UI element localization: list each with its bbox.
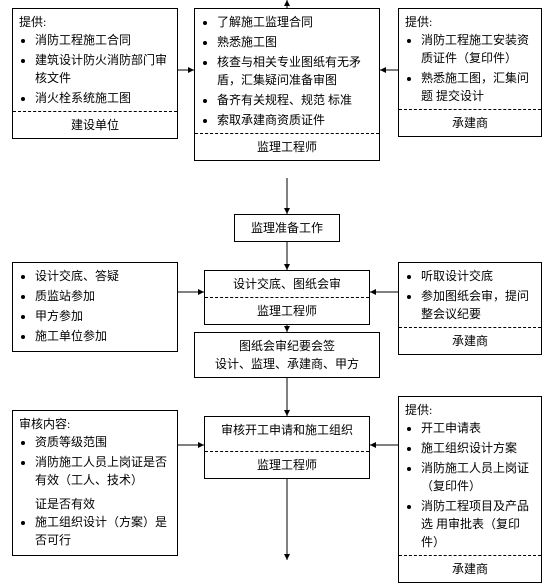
- node-mid-center: 设计交底、图纸会审 监理工程师: [204, 270, 370, 325]
- node-mid-left: 设计交底、答疑 质监站参加 甲方参加 施工单位参加: [12, 262, 178, 352]
- list: 消防工程施工安装资质证件（复印件） 熟悉施工图，汇集问题 提交设计: [405, 31, 535, 105]
- list: 设计交底、答疑 质监站参加 甲方参加 施工单位参加: [19, 267, 171, 345]
- title: 设计交底、图纸会审: [211, 275, 363, 293]
- node-top-right: 提供: 消防工程施工安装资质证件（复印件） 熟悉施工图，汇集问题 提交设计 承建…: [398, 8, 542, 137]
- list: 了解施工监理合同 熟悉施工图 核查与相关专业图纸有无矛盾，汇集疑问准备审图 备齐…: [201, 13, 373, 129]
- list2: 施工组织设计（方案）是否可行: [19, 513, 171, 549]
- footer: 监理工程师: [211, 454, 363, 474]
- list: 消防工程施工合同 建筑设计防火消防部门审核文件 消火栓系统施工图: [19, 31, 171, 107]
- node-bot-right: 提供: 开工申请表 施工组织设计方案 消防施工人员上岗证（复印件） 消防工程项目…: [398, 396, 542, 583]
- trailing1: 证是否有效: [19, 495, 171, 513]
- list: 开工申请表 施工组织设计方案 消防施工人员上岗证（复印件） 消防工程项目及产品选…: [405, 419, 535, 551]
- footer: 监理工程师: [211, 300, 363, 320]
- footer: 建设单位: [19, 114, 171, 134]
- title: 图纸会审纪要会签: [201, 337, 373, 355]
- node-top-center: 了解施工监理合同 熟悉施工图 核查与相关专业图纸有无矛盾，汇集疑问准备审图 备齐…: [194, 8, 380, 161]
- footer: 承建商: [405, 558, 535, 578]
- header: 审核内容:: [19, 415, 171, 433]
- node-top-left: 提供: 消防工程施工合同 建筑设计防火消防部门审核文件 消火栓系统施工图 建设单…: [12, 8, 178, 139]
- header: 提供:: [405, 401, 535, 419]
- node-bot-center: 审核开工申请和施工组织 监理工程师: [204, 416, 370, 479]
- list: 资质等级范围 消防施工人员上岗证是否有效（工人、技术）: [19, 433, 171, 489]
- node-mid-right: 听取设计交底 参加图纸会审，提问 整会议纪要 承建商: [398, 262, 542, 355]
- node-prep: 监理准备工作: [234, 214, 340, 242]
- sub: 设计、监理、承建商、甲方: [201, 355, 373, 373]
- footer: 承建商: [405, 330, 535, 350]
- footer: 承建商: [405, 112, 535, 132]
- header: 提供:: [405, 13, 535, 31]
- title: 审核开工申请和施工组织: [211, 421, 363, 439]
- footer: 监理工程师: [201, 136, 373, 156]
- node-meeting: 图纸会审纪要会签 设计、监理、承建商、甲方: [194, 332, 380, 378]
- header: 提供:: [19, 13, 171, 31]
- node-bot-left: 审核内容: 资质等级范围 消防施工人员上岗证是否有效（工人、技术） 证是否有效 …: [12, 410, 178, 556]
- title: 监理准备工作: [241, 219, 333, 237]
- list: 听取设计交底 参加图纸会审，提问 整会议纪要: [405, 267, 535, 323]
